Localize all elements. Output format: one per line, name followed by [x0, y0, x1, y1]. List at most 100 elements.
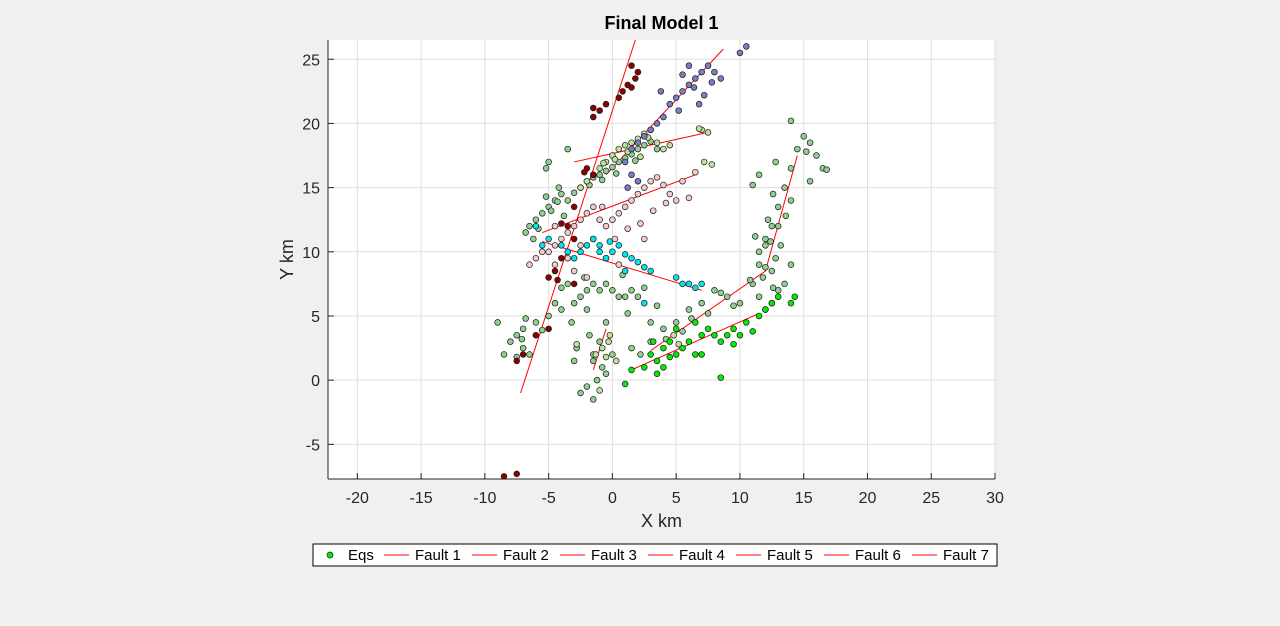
fault-line [631, 312, 760, 371]
earthquake-point [711, 68, 718, 76]
earthquake-point [685, 306, 693, 313]
earthquake-point [590, 396, 597, 403]
earthquake-point [692, 319, 699, 326]
earthquake-point [551, 299, 559, 307]
earthquake-point [542, 193, 550, 200]
legend-items: Eqs Fault 1 Fault 2 Fault 3 Fault 4 Fault 5 Fa… [326, 547, 989, 564]
earthquake-point [762, 235, 769, 243]
earthquake-point [736, 331, 744, 339]
earthquake-point [700, 158, 708, 166]
earthquake-point [698, 299, 705, 307]
earthquake-point [602, 100, 610, 108]
earthquake-point [590, 235, 597, 243]
earthquake-point [590, 113, 597, 121]
y-tick-label: 15 [302, 181, 320, 198]
earthquake-point [749, 181, 756, 189]
earthquake-point [558, 242, 565, 249]
earthquake-point [653, 174, 661, 181]
earthquake-point [621, 142, 629, 149]
legend-label: Fault 3 [591, 547, 637, 564]
earthquake-point [717, 338, 725, 345]
earthquake-point [611, 156, 619, 163]
earthquake-point [545, 312, 552, 320]
earthquake-point [551, 261, 559, 268]
earthquake-point [653, 120, 661, 127]
earthquake-point [666, 100, 674, 108]
earthquake-point [634, 139, 642, 146]
earthquake-point [532, 216, 540, 223]
earthquake-point [634, 293, 642, 300]
earthquake-point [570, 254, 578, 262]
earthquake-point [708, 79, 716, 86]
earthquake-point [539, 242, 546, 249]
earthquake-point [596, 338, 603, 345]
earthquake-point [570, 203, 578, 211]
x-tick-label: 15 [795, 490, 813, 507]
earthquake-point [717, 289, 725, 297]
earthquake-point [532, 331, 540, 339]
earthquake-point [688, 315, 695, 322]
earthquake-point [641, 235, 648, 243]
x-tick-label: 30 [986, 490, 1004, 507]
earthquake-point [628, 171, 635, 179]
earthquake-point [762, 306, 769, 313]
earthquake-point [518, 335, 526, 343]
earthquake-point [736, 299, 744, 307]
earthquake-point [609, 287, 616, 294]
earthquake-point [698, 280, 705, 288]
earthquake-point [813, 152, 820, 159]
x-tick-label: -20 [346, 490, 369, 507]
earthquake-point [755, 312, 763, 320]
earthquake-point [649, 207, 657, 214]
earthquake-point [526, 261, 533, 268]
legend-marker-eqs [326, 551, 334, 559]
earthquake-point [806, 139, 814, 146]
earthquake-point [641, 364, 648, 371]
fault-line [574, 131, 709, 163]
earthquake-point [590, 357, 597, 365]
legend-label: Fault 2 [503, 547, 549, 564]
earthquake-point [660, 344, 667, 352]
earthquake-point [730, 325, 737, 333]
earthquake-point [570, 267, 578, 275]
earthquake-point [583, 210, 591, 217]
earthquake-point [695, 125, 703, 132]
earthquake-point [558, 284, 565, 291]
x-tick-label: 20 [859, 490, 877, 507]
earthquake-point [666, 190, 674, 198]
earthquake-point [772, 254, 779, 262]
y-tick-label: 10 [302, 245, 320, 262]
earthquake-point [772, 158, 779, 166]
earthquake-point [781, 184, 788, 191]
earthquake-point [612, 357, 620, 365]
earthquake-point [641, 284, 648, 291]
earthquake-point [619, 88, 626, 95]
earthquake-point [787, 197, 795, 204]
earthquake-point [596, 287, 603, 294]
earthquake-point [749, 328, 756, 335]
earthquake-point [751, 233, 759, 240]
earthquake-point [624, 225, 631, 232]
earthquake-point [609, 351, 616, 358]
earthquake-point [666, 353, 674, 361]
earthquake-point [800, 133, 807, 140]
earthquake-point [666, 338, 674, 345]
earthquake-point [679, 177, 686, 185]
earthquake-point [632, 75, 639, 82]
earthquake-point [570, 235, 578, 243]
earthquake-point [634, 177, 642, 185]
earthquake-point [600, 159, 607, 167]
earthquake-point [647, 177, 654, 185]
earthquake-point [519, 351, 527, 358]
earthquake-point [746, 276, 754, 284]
earthquake-point [532, 222, 540, 230]
x-tick-label: 10 [731, 490, 749, 507]
earthquake-point [787, 117, 795, 125]
earthquake-point [581, 168, 588, 176]
earthquake-point [605, 338, 612, 345]
earthquake-point [679, 88, 686, 95]
earthquake-point [612, 170, 620, 177]
earthquake-point [500, 351, 508, 358]
earthquake-point [730, 302, 737, 309]
earthquake-point [577, 389, 584, 397]
